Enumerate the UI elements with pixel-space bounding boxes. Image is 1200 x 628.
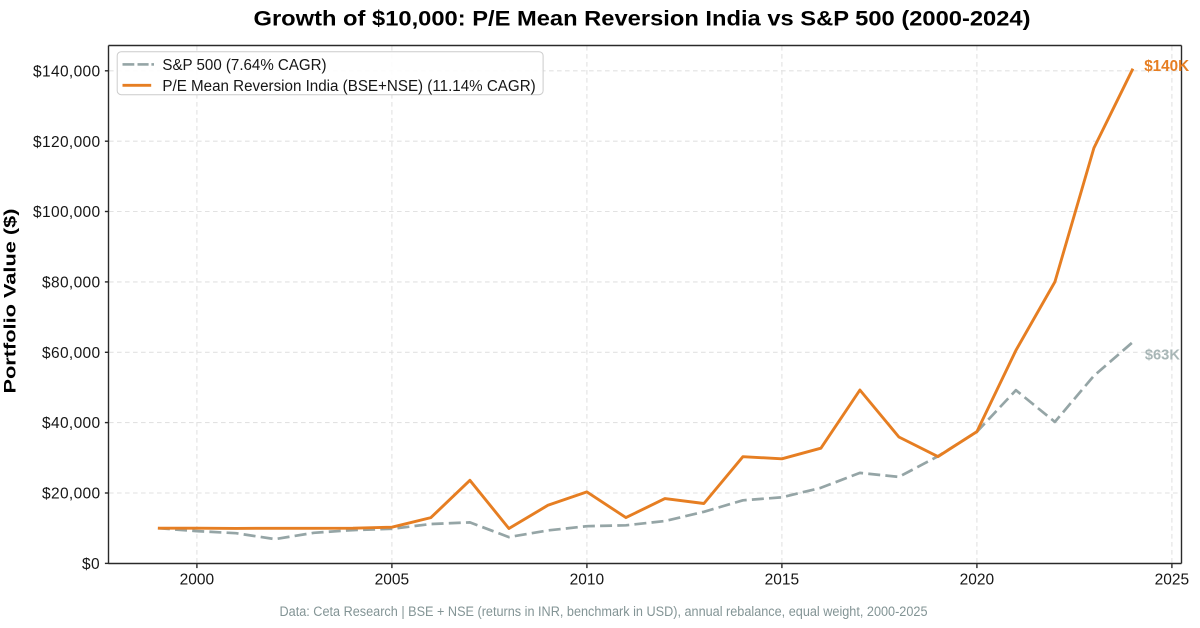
svg-text:Growth of $10,000: P/E Mean Re: Growth of $10,000: P/E Mean Reversion In…: [254, 7, 1031, 30]
svg-text:P/E Mean Reversion India (BSE+: P/E Mean Reversion India (BSE+NSE) (11.1…: [162, 78, 535, 95]
svg-text:Portfolio Value ($): Portfolio Value ($): [1, 209, 20, 394]
svg-text:$100,000: $100,000: [33, 204, 100, 221]
svg-text:2015: 2015: [765, 572, 799, 589]
svg-text:$60,000: $60,000: [42, 345, 101, 362]
svg-text:$63K: $63K: [1145, 346, 1180, 363]
svg-text:$80,000: $80,000: [42, 275, 101, 292]
svg-text:$40,000: $40,000: [42, 415, 101, 432]
svg-text:$0: $0: [82, 556, 100, 573]
svg-text:$140K: $140K: [1144, 58, 1189, 75]
svg-text:Data: Ceta Research | BSE + NS: Data: Ceta Research | BSE + NSE (returns…: [280, 604, 928, 619]
svg-text:$20,000: $20,000: [42, 486, 101, 503]
svg-text:$140,000: $140,000: [33, 63, 100, 80]
svg-text:2000: 2000: [180, 572, 215, 589]
svg-text:$120,000: $120,000: [33, 134, 100, 151]
svg-text:2025: 2025: [1155, 572, 1189, 589]
svg-text:2020: 2020: [960, 572, 995, 589]
svg-text:S&P 500 (7.64% CAGR): S&P 500 (7.64% CAGR): [162, 57, 326, 74]
svg-text:2005: 2005: [375, 572, 409, 589]
svg-text:2010: 2010: [570, 572, 605, 589]
